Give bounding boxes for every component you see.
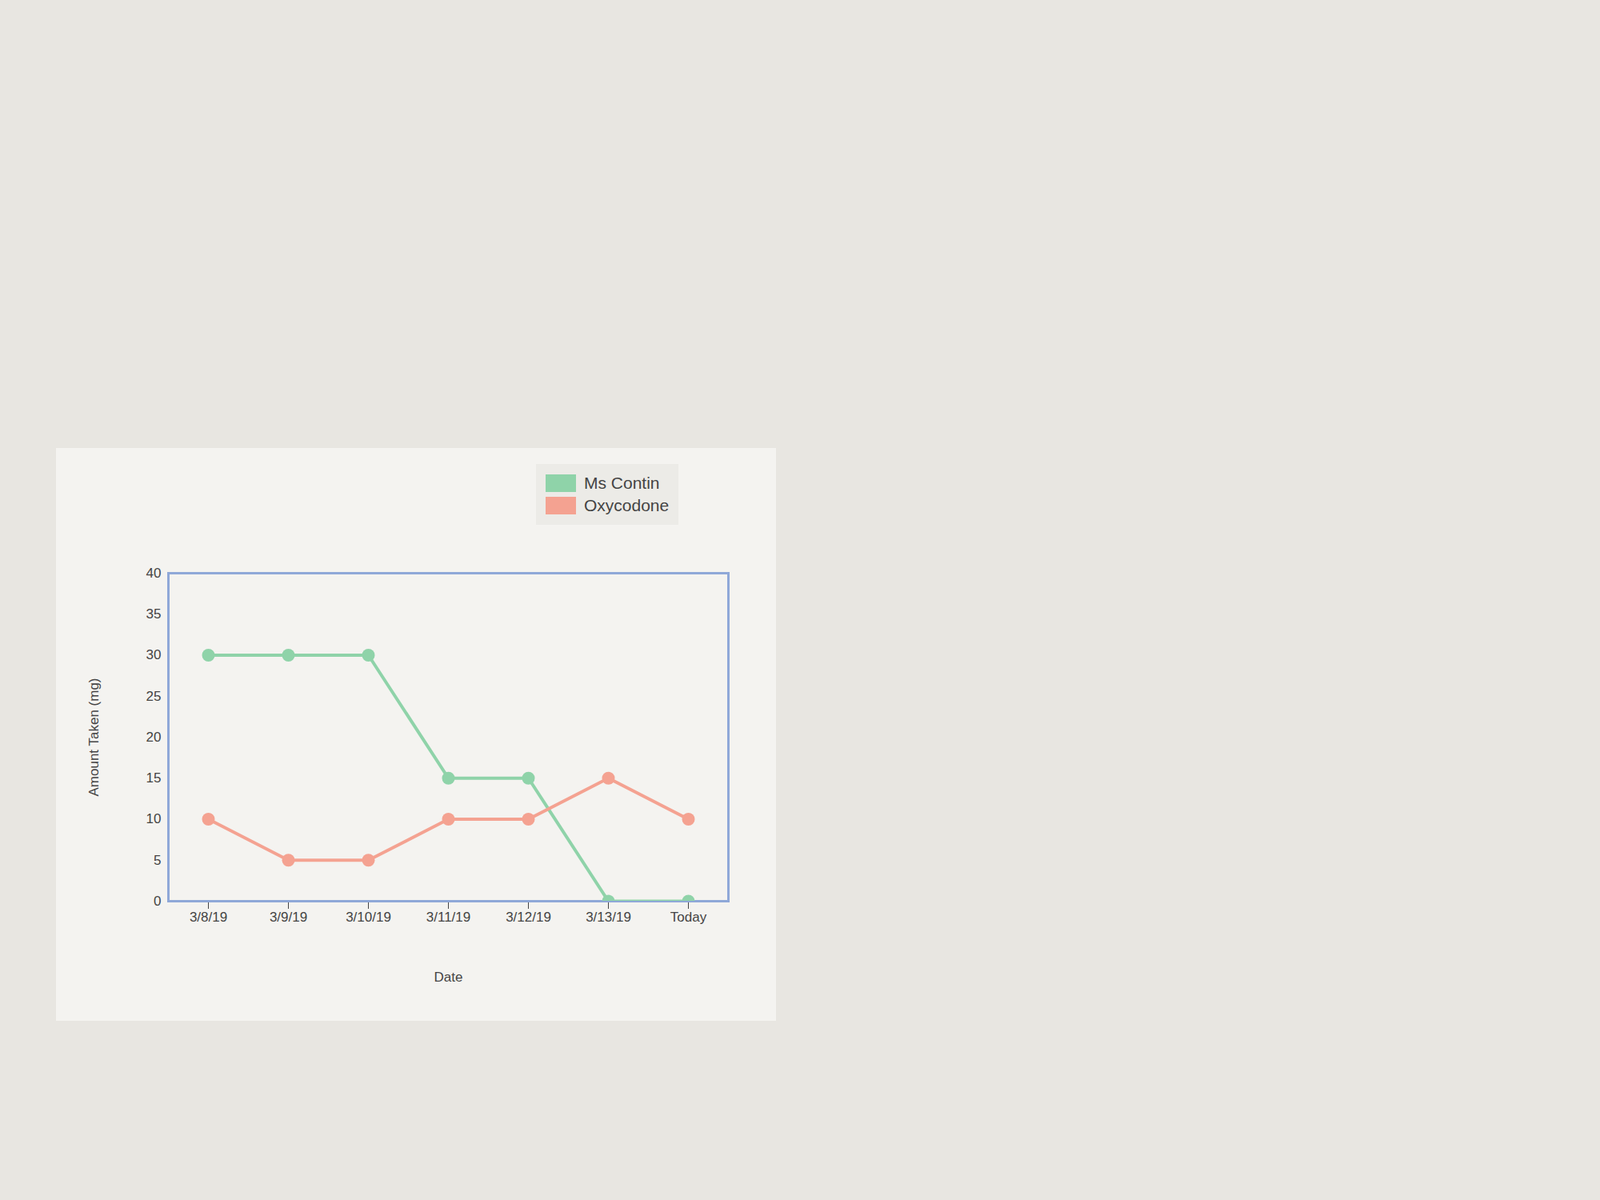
svg-text:3/13/19: 3/13/19 [585, 909, 632, 925]
svg-text:3/11/19: 3/11/19 [426, 909, 471, 925]
svg-text:Date: Date [434, 969, 464, 985]
svg-text:3/10/19: 3/10/19 [345, 909, 392, 925]
svg-text:10: 10 [146, 811, 162, 827]
svg-text:30: 30 [146, 647, 162, 663]
html-text:Ms Contin: Ms Contin [584, 473, 660, 492]
svg-text:Amount Taken (mg): Amount Taken (mg) [86, 677, 102, 796]
svg-text:3/9/19: 3/9/19 [269, 909, 308, 925]
svg-text:15: 15 [146, 770, 162, 786]
svg-text:Today: Today [670, 909, 708, 925]
svg-text:3/12/19: 3/12/19 [505, 909, 552, 925]
svg-text:20: 20 [146, 729, 162, 745]
svg-text:0: 0 [153, 893, 161, 909]
svg-text:35: 35 [146, 606, 162, 622]
svg-text:5: 5 [153, 852, 161, 868]
html-text:Oxycodone: Oxycodone [584, 496, 669, 515]
svg-text:40: 40 [146, 565, 162, 581]
svg-text:3/8/19: 3/8/19 [189, 909, 228, 925]
svg-text:25: 25 [146, 688, 162, 704]
